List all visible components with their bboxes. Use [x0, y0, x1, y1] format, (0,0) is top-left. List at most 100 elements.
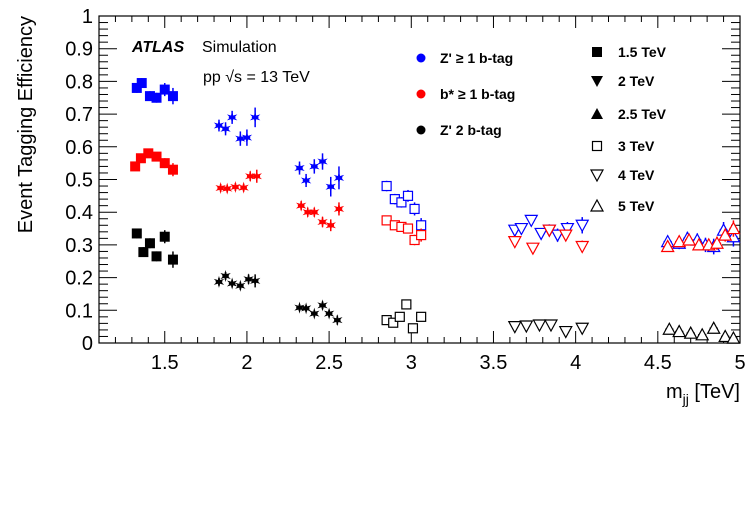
data-point [396, 197, 407, 208]
data-point [575, 240, 590, 254]
data-point [532, 319, 547, 333]
data-point [407, 323, 419, 334]
data-point [507, 321, 522, 334]
y-tick-label: 0.6 [65, 137, 93, 159]
data-point [534, 227, 549, 241]
legend-mass-label: 1.5 TeV [618, 44, 667, 60]
x-axis-title-sub: jj [682, 391, 689, 407]
data-point [249, 111, 261, 124]
data-point [416, 229, 427, 241]
data-point [151, 92, 162, 103]
data-point [524, 214, 539, 228]
x-tick-label: 2 [241, 352, 252, 374]
data-point [542, 224, 557, 238]
x-tick-label: 3.5 [480, 352, 508, 374]
data-point [514, 222, 529, 236]
data-point [402, 223, 414, 234]
data-point [672, 234, 687, 248]
data-point [159, 84, 170, 95]
data-point [317, 155, 328, 168]
y-tick-label: 1 [82, 6, 93, 28]
data-point [323, 307, 335, 320]
data-point [245, 170, 256, 183]
data-point [394, 311, 405, 322]
x-tick-label: 4.5 [644, 352, 672, 374]
data-point [235, 279, 246, 292]
data-point [251, 170, 262, 183]
y-tick-label: 0.8 [65, 71, 93, 93]
data-point [151, 151, 162, 162]
legend-series-label: Z' 2 b-tag [440, 122, 502, 138]
data-point [543, 319, 558, 333]
data-point [726, 221, 741, 235]
y-tick-label: 0.1 [65, 300, 93, 322]
data-point [226, 111, 238, 124]
data-point [136, 78, 147, 89]
legend-mass-marker [591, 76, 603, 87]
data-point [294, 162, 305, 175]
y-tick-label: 0.4 [65, 202, 93, 224]
data-point [167, 164, 178, 175]
legend-mass-marker [589, 169, 605, 183]
y-tick-label: 0.2 [65, 268, 93, 290]
data-point [235, 132, 246, 145]
legend-mass-label: 5 TeV [618, 198, 655, 214]
data-point [333, 202, 345, 215]
data-point [220, 122, 231, 135]
legend-mass-label: 3 TeV [618, 138, 655, 154]
data-point [550, 229, 565, 243]
data-point [300, 302, 312, 315]
legend-mass-label: 2 TeV [618, 73, 655, 89]
data-point [151, 251, 162, 262]
data-point [718, 227, 733, 241]
data-point [317, 299, 328, 312]
data-point [706, 321, 721, 334]
data-point [295, 199, 307, 212]
data-point [230, 181, 241, 194]
data-point [660, 239, 675, 253]
energy-label: pp √s = 13 TeV [203, 69, 310, 86]
data-point [332, 314, 343, 327]
legend-mass-marker [591, 140, 603, 152]
x-tick-label: 1.5 [151, 352, 179, 374]
x-axis-title: mjj [TeV] [666, 381, 740, 407]
x-tick-label: 2.5 [315, 352, 343, 374]
data-point [672, 324, 687, 338]
data-point [143, 148, 154, 159]
y-tick-label: 0.5 [65, 170, 93, 192]
legend-marker [416, 53, 426, 63]
y-tick-label: 0.7 [65, 104, 93, 126]
x-tick-label: 5 [734, 352, 745, 374]
y-tick-label: 0.3 [65, 235, 93, 257]
data-point [300, 174, 312, 187]
legend-mass-marker [591, 108, 603, 119]
data-point [238, 181, 249, 194]
data-point [138, 247, 149, 258]
legend-mass-label: 4 TeV [618, 167, 655, 183]
data-point [167, 254, 178, 265]
legend-series-label: b* ≥ 1 b-tag [440, 86, 515, 102]
legend-marker [416, 89, 426, 99]
x-axis-title-unit: [TeV] [689, 381, 740, 403]
data-point [333, 171, 345, 184]
data-point [575, 322, 590, 336]
legend: Z' ≥ 1 b-tag b* ≥ 1 b-tag Z' 2 b-tag 1.5 Te… [416, 44, 667, 214]
data-point [325, 219, 336, 232]
legend-series-label: Z' ≥ 1 b-tag [440, 50, 513, 66]
data-point [213, 119, 225, 132]
data-point [226, 277, 238, 290]
data-point [309, 160, 320, 173]
legend-mass-marker [589, 198, 605, 212]
data-point [718, 329, 733, 343]
data-point [220, 269, 231, 282]
legend-mass-marker [592, 47, 602, 57]
data-point [131, 228, 142, 239]
data-point [302, 206, 313, 219]
x-tick-label: 3 [406, 352, 417, 374]
data-point [144, 91, 155, 102]
data-point [241, 131, 253, 144]
data-point [309, 206, 320, 219]
data-point [416, 311, 427, 322]
data-point [683, 325, 698, 339]
